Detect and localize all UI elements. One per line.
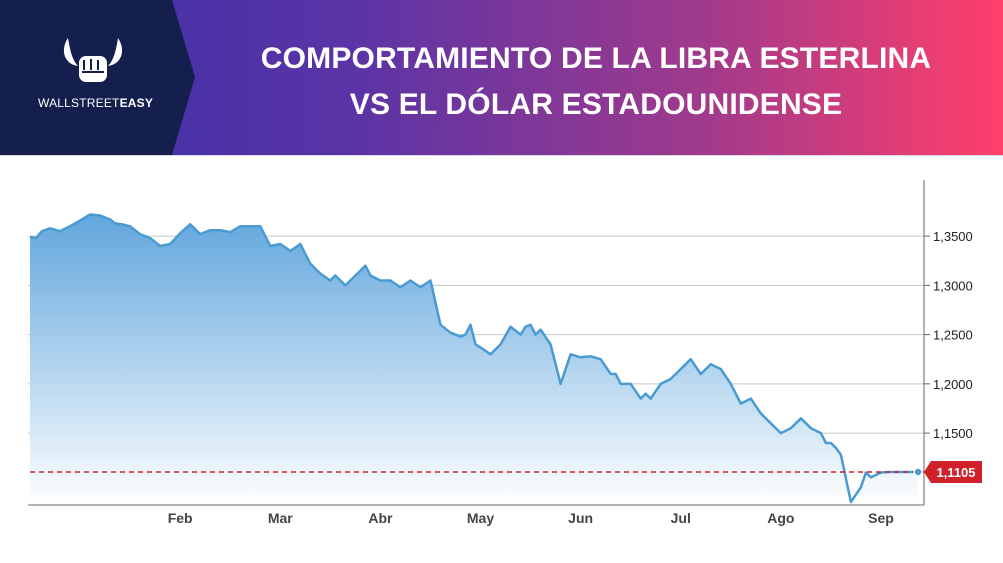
x-tick-label: Ago <box>767 510 794 526</box>
y-axis-ticks: 1,3500 1,3000 1,2500 1,2000 1,1500 <box>924 229 973 441</box>
gbp-usd-area-chart: 1,3500 1,3000 1,2500 1,2000 1,1500 Feb Mar Abr… <box>28 180 982 526</box>
reference-label-badge <box>924 461 982 484</box>
x-tick-label: Mar <box>268 510 293 526</box>
reference-label: 1,1105 <box>936 465 975 480</box>
y-tick-label: 1,3500 <box>933 229 973 244</box>
x-axis-ticks: Feb Mar Abr May Jun Jul Ago Sep <box>168 510 894 526</box>
x-tick-label: Jun <box>568 510 593 526</box>
logo-panel: WALLSTREETEASY <box>0 0 195 155</box>
y-tick-label: 1,1500 <box>933 426 973 441</box>
x-tick-label: May <box>467 510 494 526</box>
y-tick-label: 1,3000 <box>933 278 973 293</box>
logo-wordmark: WALLSTREETEASY <box>38 96 158 110</box>
series-area-fill <box>30 214 918 505</box>
y-tick-label: 1,2500 <box>933 328 973 343</box>
page-title: COMPORTAMIENTO DE LA LIBRA ESTERLINA VS … <box>196 36 996 128</box>
x-tick-label: Jul <box>671 510 691 526</box>
reference-line-group: 1,1105 <box>30 461 982 484</box>
logo-text-light: WALLSTREET <box>38 96 120 110</box>
x-tick-label: Abr <box>368 510 393 526</box>
last-value-marker <box>913 467 923 477</box>
logo-text-bold: EASY <box>119 96 154 110</box>
title-line-1: COMPORTAMIENTO DE LA LIBRA ESTERLINA <box>260 42 932 75</box>
series-line <box>29 213 918 504</box>
title-line-2: VS EL DÓLAR ESTADOUNIDENSE <box>349 88 843 121</box>
x-tick-label: Sep <box>868 510 894 526</box>
x-tick-label: Feb <box>168 510 193 526</box>
y-tick-label: 1,2000 <box>933 377 973 392</box>
bull-fist-icon <box>63 38 123 82</box>
header-banner: WALLSTREETEASY COMPORTAMIENTO DE LA LIBR… <box>0 0 1003 156</box>
